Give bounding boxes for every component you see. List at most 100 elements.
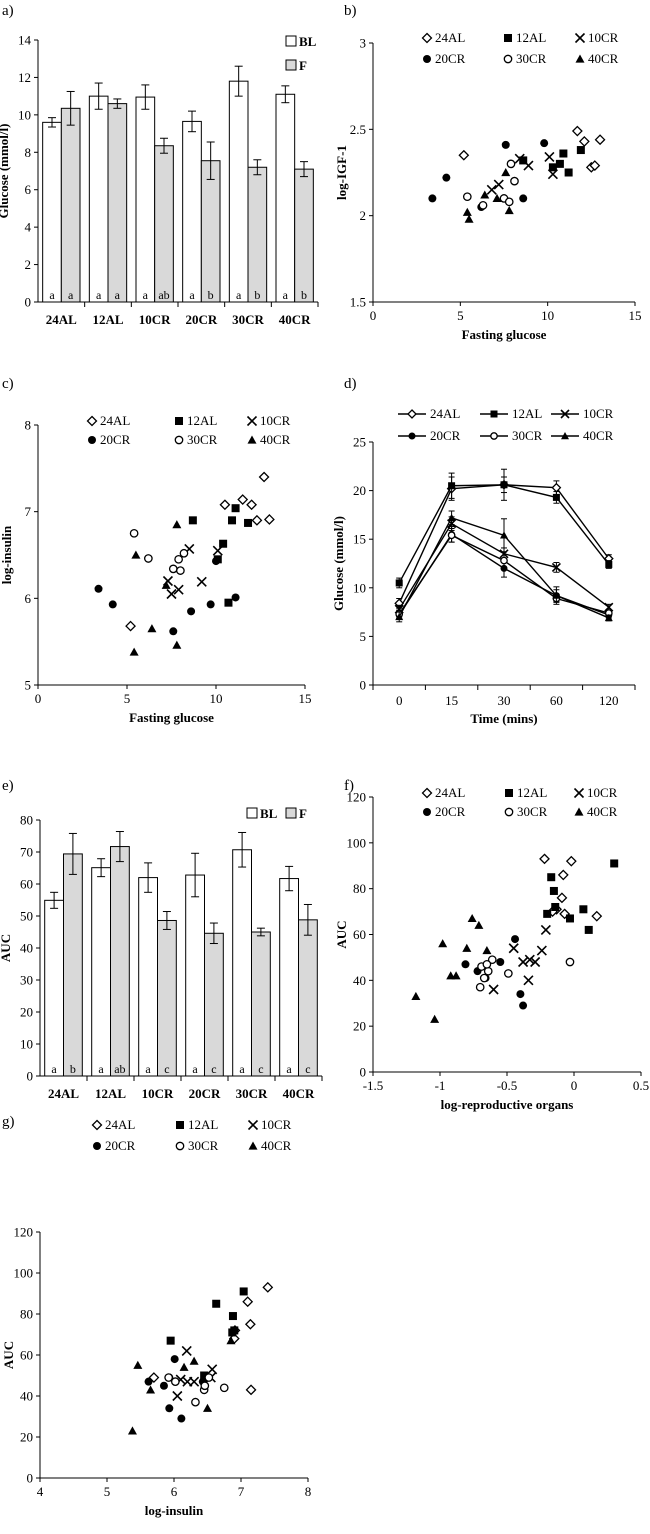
data-point-10CR	[536, 945, 547, 956]
legend-swatch	[285, 59, 297, 71]
y-tick-label: 5	[360, 629, 367, 644]
data-point-20CR	[540, 139, 549, 148]
circle-marker	[187, 607, 196, 616]
data-point-20CR	[170, 1355, 179, 1364]
diamond-marker	[258, 471, 270, 483]
legend-label: 30CR	[516, 51, 547, 66]
triangle-marker	[575, 54, 585, 63]
open-circle-marker	[503, 54, 513, 64]
data-point-12AL	[219, 539, 228, 548]
data-point-40CR	[462, 943, 472, 952]
data-point-24AL	[245, 1384, 257, 1396]
bar-F	[60, 107, 81, 303]
data-point-12AL	[228, 1328, 237, 1337]
x-marker-stroke	[560, 409, 570, 419]
square-marker	[448, 482, 456, 490]
x-marker-stroke	[196, 576, 207, 587]
legend-marker	[504, 807, 514, 817]
data-point-40CR	[504, 205, 514, 215]
legend-marker	[574, 807, 584, 816]
x-marker-stroke	[181, 1345, 192, 1356]
open-circle-marker	[490, 432, 498, 440]
data-point-30CR	[510, 176, 519, 186]
data-point-20CR	[501, 140, 510, 149]
data-point-20CR	[461, 960, 470, 969]
legend-label: 40CR	[261, 1138, 292, 1153]
panel-label: e)	[2, 778, 14, 794]
y-tick-label: 6	[25, 182, 32, 197]
data-point-30CR	[478, 200, 488, 210]
diamond-marker	[421, 32, 433, 44]
legend-label: BL	[299, 34, 317, 49]
y-axis-title: AUC	[0, 934, 13, 962]
square-marker	[547, 873, 556, 882]
x-tick-label: 5	[457, 308, 464, 323]
square-marker	[548, 163, 557, 172]
legend-label: 40CR	[588, 51, 619, 66]
bar-F	[247, 166, 268, 303]
open-circle-marker	[500, 556, 508, 565]
open-circle-marker	[510, 176, 519, 186]
x-category-label: 12AL	[92, 312, 123, 327]
y-tick-label: 1.5	[350, 295, 366, 310]
data-point-30CR	[503, 969, 513, 978]
bar-BL	[185, 874, 205, 1077]
data-point-12AL	[239, 1287, 248, 1296]
data-point-24AL	[539, 853, 550, 865]
data-point-10CR	[514, 153, 525, 164]
circle-marker	[496, 958, 505, 966]
circle-marker	[88, 436, 96, 444]
data-point-30CR	[479, 973, 489, 983]
data-point-10CR	[518, 956, 529, 968]
diamond-marker	[557, 869, 569, 881]
legend-label: 12AL	[516, 30, 546, 45]
legend-marker	[573, 787, 585, 799]
legend-marker	[247, 1119, 259, 1131]
data-point-30CR	[500, 556, 508, 565]
legend-marker	[490, 432, 498, 440]
triangle-marker	[604, 613, 613, 622]
legend-marker	[575, 54, 585, 63]
triangle-marker	[226, 1336, 236, 1345]
bar-F	[107, 103, 128, 303]
circle-marker	[461, 960, 470, 969]
significance-label: a	[98, 1062, 104, 1076]
y-tick-label: 80	[20, 813, 33, 828]
x-tick-label: 6	[171, 1484, 178, 1499]
x-axis-title: log-reproductive organs	[441, 1097, 574, 1112]
legend-marker	[174, 435, 184, 445]
open-circle-marker	[144, 554, 153, 563]
triangle-marker	[464, 214, 474, 223]
data-point-12AL	[543, 909, 552, 918]
data-point-12AL	[188, 516, 197, 525]
circle-marker	[108, 600, 117, 609]
data-point-40CR	[411, 991, 421, 1000]
square-marker	[224, 598, 233, 607]
data-point-12AL	[565, 914, 574, 923]
data-point-10CR	[547, 169, 558, 180]
triangle-marker	[501, 168, 511, 177]
x-marker-stroke	[207, 1364, 218, 1375]
data-point-20CR	[187, 607, 196, 616]
y-tick-label: 60	[20, 1348, 33, 1363]
x-tick-label: 0	[35, 691, 42, 706]
x-marker-stroke	[547, 169, 558, 180]
data-point-24AL	[246, 499, 258, 511]
significance-label: a	[189, 288, 195, 302]
data-point-24AL	[458, 149, 470, 161]
triangle-marker	[574, 807, 584, 816]
data-point-12AL	[564, 168, 573, 177]
data-point-20CR	[165, 1404, 174, 1413]
legend-swatch	[285, 35, 297, 47]
data-point-10CR	[181, 1345, 192, 1356]
y-tick-label: 7	[25, 504, 32, 519]
legend-label: 10CR	[260, 413, 291, 428]
data-point-40CR	[447, 513, 456, 522]
x-marker-stroke	[540, 924, 551, 935]
circle-marker	[177, 1414, 186, 1423]
data-point-10CR	[551, 562, 561, 572]
data-point-24AL	[591, 910, 603, 922]
square-marker	[175, 417, 183, 425]
open-circle-marker	[168, 564, 178, 574]
